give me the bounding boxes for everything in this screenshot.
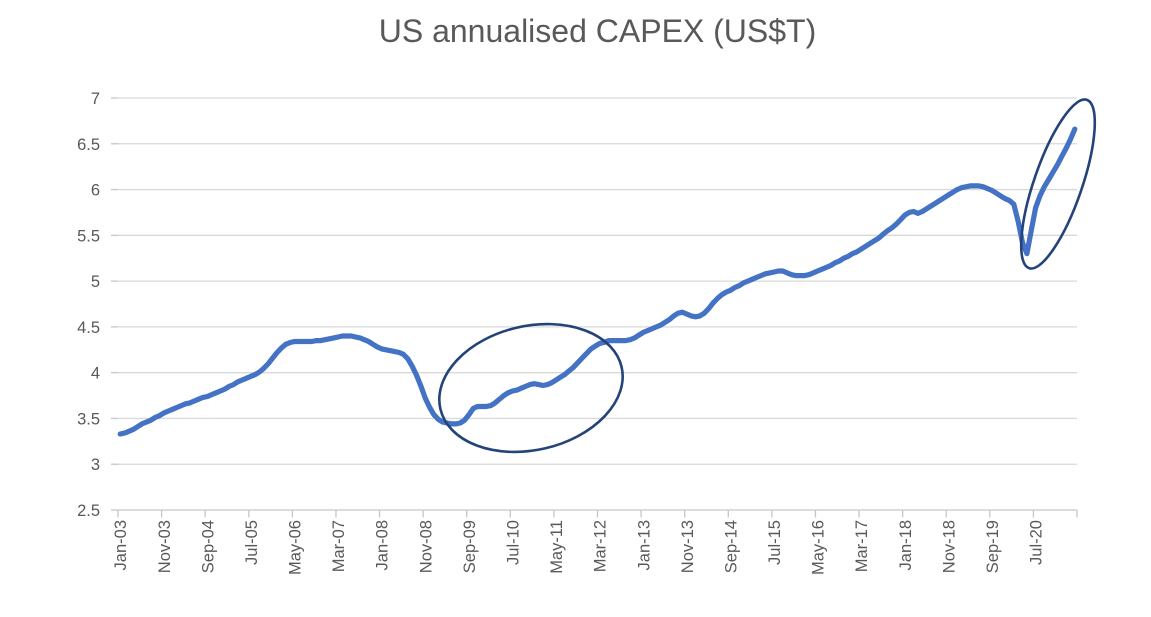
x-axis-tick-label: Sep-19 xyxy=(984,520,1002,573)
x-axis-tick-label: Nov-18 xyxy=(940,520,958,573)
x-axis-tick-label: Nov-08 xyxy=(417,520,435,573)
y-axis-tick-label: 3 xyxy=(91,456,100,474)
x-axis-tick-label: Jul-20 xyxy=(1028,520,1046,565)
y-axis-tick-label: 4.5 xyxy=(77,319,100,337)
x-axis-tick-label: May-11 xyxy=(548,520,566,574)
capex-series-line xyxy=(117,126,1078,437)
x-axis-tick-label: Mar-17 xyxy=(853,520,871,572)
x-axis-tick-label: May-06 xyxy=(287,520,305,575)
x-axis-tick-label: Jul-10 xyxy=(504,520,522,565)
y-axis-tick-label: 5 xyxy=(91,273,100,291)
x-axis-tick-label: Nov-03 xyxy=(156,520,174,573)
x-axis-tick-label: Jan-13 xyxy=(635,520,653,570)
x-axis-tick-label: Mar-12 xyxy=(592,520,610,572)
y-axis-tick-label: 2.5 xyxy=(77,502,100,520)
x-axis-tick-label: Jul-05 xyxy=(243,520,261,565)
x-axis-tick-label: Jan-18 xyxy=(897,520,915,570)
x-axis-tick-label: Jul-15 xyxy=(766,520,784,565)
x-axis-tick-label: Sep-14 xyxy=(722,520,740,573)
y-axis-tick-label: 4 xyxy=(91,365,100,383)
ellipse-2020-covid-dip-rebound xyxy=(1019,98,1097,270)
ellipse-2009-2012-recovery xyxy=(438,322,624,454)
y-axis-tick-label: 6.5 xyxy=(77,136,100,154)
x-axis-tick-label: Sep-04 xyxy=(199,520,217,573)
y-axis-tick-label: 7 xyxy=(91,90,100,108)
x-axis-tick-label: Jan-03 xyxy=(112,520,130,570)
chart-title: US annualised CAPEX (US$T) xyxy=(378,13,817,49)
x-axis-tick-label: Mar-07 xyxy=(330,520,348,572)
x-axis-tick-label: Sep-09 xyxy=(461,520,479,573)
x-axis-tick-label: May-16 xyxy=(810,520,828,575)
y-axis-tick-label: 5.5 xyxy=(77,227,100,245)
x-axis-tick-label: Nov-13 xyxy=(679,520,697,573)
x-axis-tick-label: Jan-08 xyxy=(374,520,392,570)
y-axis-tick-label: 6 xyxy=(91,182,100,200)
y-axis-tick-label: 3.5 xyxy=(77,410,100,428)
